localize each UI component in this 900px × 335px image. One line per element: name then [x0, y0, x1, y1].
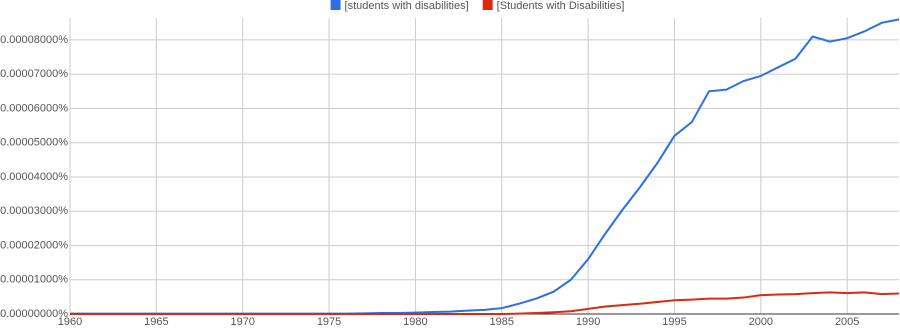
x-tick-label: 1960 [58, 316, 82, 328]
x-tick-label: 1970 [230, 316, 254, 328]
x-tick-label: 1975 [317, 316, 341, 328]
y-tick-label: 0.00007000% [0, 68, 68, 80]
legend-label: [students with disabilities] [345, 0, 469, 12]
x-tick-label: 2005 [835, 316, 859, 328]
y-tick-label: 0.00005000% [0, 137, 68, 149]
line [70, 18, 900, 315]
line [70, 291, 900, 315]
x-tick-label: 1985 [490, 316, 514, 328]
y-tick-label: 0.00002000% [0, 239, 68, 251]
x-tick-label: 1980 [403, 316, 427, 328]
y-tick-label: 0.00008000% [0, 34, 68, 46]
y-tick-label: 0.00000000% [0, 308, 68, 320]
x-tick-label: 1995 [662, 316, 686, 328]
y-tick-label: 0.00003000% [0, 205, 68, 217]
y-tick-label: 0.00001000% [0, 274, 68, 286]
x-tick-label: 1990 [576, 316, 600, 328]
legend-swatch [482, 0, 493, 10]
legend-label: [Students with Disabilities] [497, 0, 625, 12]
x-tick-label: 1965 [144, 316, 168, 328]
x-tick-label: 2000 [749, 316, 773, 328]
legend-swatch [330, 0, 341, 10]
y-tick-label: 0.00004000% [0, 171, 68, 183]
y-tick-label: 0.00006000% [0, 102, 68, 114]
